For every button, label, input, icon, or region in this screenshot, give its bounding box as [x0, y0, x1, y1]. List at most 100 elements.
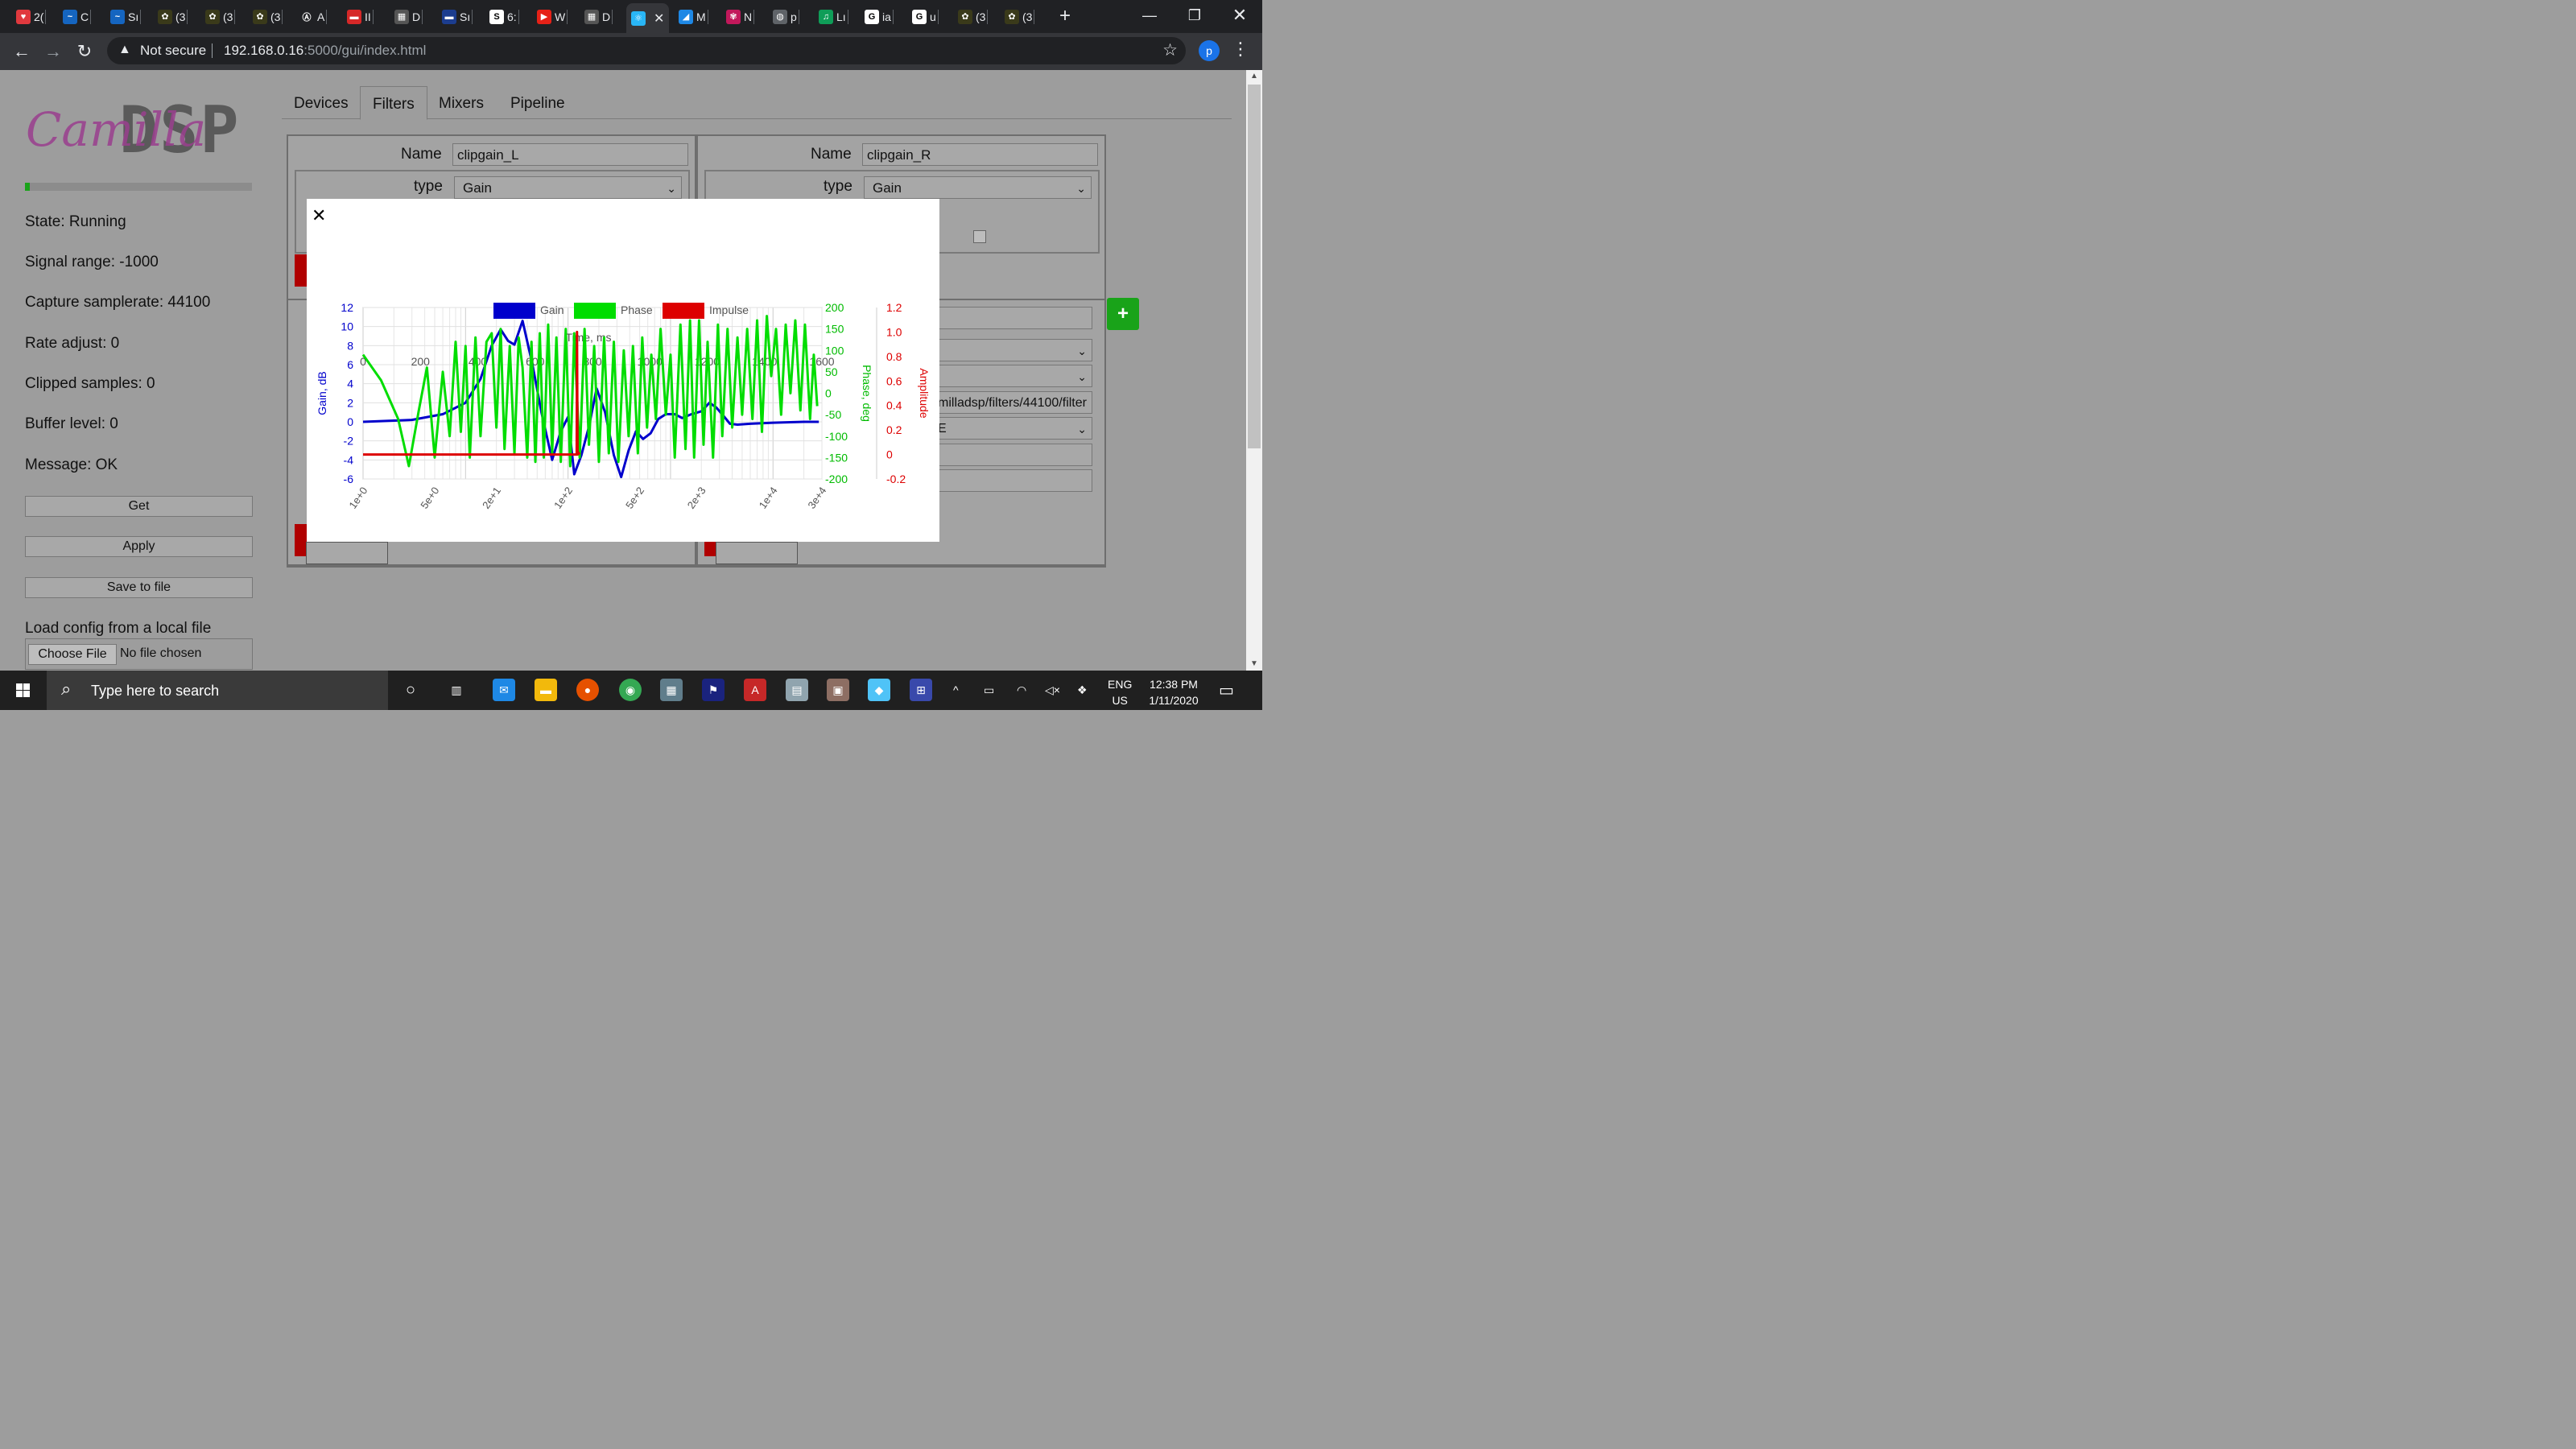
active-tab[interactable]: ⚛ ✕ — [626, 3, 670, 33]
calculator-icon[interactable]: ▦ — [660, 679, 683, 701]
browser-tab[interactable]: ▶ W — [537, 3, 568, 30]
restore-icon[interactable]: ❐ — [1187, 7, 1202, 23]
system-clock[interactable]: 12:38 PM 1/11/2020 — [1149, 678, 1199, 707]
right-select-2[interactable]: ⌄ — [935, 365, 1092, 387]
network-app-icon[interactable]: ⊞ — [910, 679, 932, 701]
filter-name-input[interactable]: clipgain_L — [452, 143, 688, 166]
file-explorer-icon[interactable]: ▬ — [535, 679, 557, 701]
tab-title: N — [744, 10, 753, 23]
minimize-icon[interactable]: — — [1142, 7, 1157, 23]
browser-tab[interactable]: ♥ 2( — [16, 3, 47, 30]
app-icon-2[interactable]: ▤ — [786, 679, 808, 701]
filter-name-input-right[interactable]: clipgain_R — [862, 143, 1098, 166]
new-tab-button[interactable]: + — [1059, 5, 1071, 27]
scroll-up-icon[interactable]: ▲ — [1250, 72, 1258, 80]
app-icon-3[interactable]: ▣ — [827, 679, 849, 701]
omnibox[interactable]: ▲ Not secure 192.168.0.16:5000/gui/index… — [107, 37, 1186, 64]
language-indicator[interactable]: ENG US — [1108, 678, 1133, 707]
browser-tab[interactable]: ✿ (3 — [205, 3, 236, 30]
choose-file-button[interactable]: Choose File — [28, 644, 117, 665]
volume-muted-icon[interactable]: ◁× — [1045, 683, 1060, 696]
right-select-1[interactable]: ⌄ — [935, 339, 1092, 361]
file-input[interactable]: Choose File No file chosen — [25, 638, 253, 670]
browser-tab[interactable]: ▦ D — [394, 3, 423, 30]
chrome-icon[interactable]: ◉ — [619, 679, 642, 701]
filter-checkbox[interactable] — [973, 230, 986, 243]
windows-start-icon[interactable] — [0, 671, 47, 710]
bookmark-star-icon[interactable]: ☆ — [1162, 41, 1178, 60]
plot-button-right[interactable] — [716, 542, 798, 564]
warning-icon[interactable]: ▲ — [118, 43, 131, 56]
task-view-icon[interactable]: ▥ — [451, 683, 462, 696]
taskbar-search[interactable]: ⌕ Type here to search — [47, 671, 388, 710]
save-to-file-button[interactable]: Save to file — [25, 577, 253, 598]
firefox-icon[interactable]: ● — [576, 679, 599, 701]
page-scrollbar[interactable]: ▲ ▼ — [1246, 70, 1262, 671]
notification-icon[interactable]: ▭ — [1219, 682, 1234, 700]
add-filter-button[interactable]: + — [1107, 298, 1139, 330]
browser-tab[interactable]: Ⓐ A — [299, 3, 328, 30]
format-select[interactable]: E ⌄ — [935, 417, 1092, 440]
tab-title: D — [602, 10, 611, 23]
tab-close-icon[interactable]: ✕ — [654, 11, 665, 26]
right-field-3[interactable] — [935, 469, 1092, 492]
right-field-1[interactable] — [935, 307, 1092, 329]
browser-tab[interactable]: ✿ (3 — [1005, 3, 1035, 30]
browser-tab[interactable]: S 6: — [489, 3, 519, 30]
mail-icon[interactable]: ✉ — [493, 679, 515, 701]
tab-favicon-icon: S — [489, 9, 504, 24]
browser-tab[interactable]: ▬ II — [347, 3, 374, 30]
browser-tab[interactable]: ▦ D — [584, 3, 613, 30]
tab-devices[interactable]: Devices — [294, 95, 349, 112]
tab-favicon-icon: ♥ — [16, 9, 31, 24]
get-button[interactable]: Get — [25, 496, 253, 517]
url-text[interactable]: 192.168.0.16:5000/gui/index.html — [224, 43, 427, 58]
app-icon-4[interactable]: ◆ — [868, 679, 890, 701]
close-icon[interactable]: ✕ — [312, 205, 327, 225]
browser-tab[interactable]: ✿ (3 — [253, 3, 283, 30]
gain-tick-label: 0 — [347, 415, 353, 428]
menu-kebab-icon[interactable]: ⋮ — [1232, 39, 1249, 59]
scroll-thumb[interactable] — [1248, 85, 1261, 448]
tab-mixers[interactable]: Mixers — [439, 95, 484, 112]
filename-input[interactable]: milladsp/filters/44100/filter — [935, 391, 1092, 414]
chevron-down-icon: ⌄ — [1076, 182, 1086, 195]
app-icon-1[interactable]: ⚑ — [702, 679, 724, 701]
dropbox-icon[interactable]: ❖ — [1077, 683, 1088, 696]
back-icon[interactable]: ← — [13, 41, 31, 61]
scroll-down-icon[interactable]: ▼ — [1250, 659, 1258, 668]
status-line: Rate adjust: 0 — [25, 335, 120, 352]
filter-type-select[interactable]: Gain ⌄ — [454, 176, 682, 199]
forward-icon[interactable]: → — [44, 41, 62, 61]
wifi-icon[interactable]: ◠ — [1017, 683, 1027, 696]
filter-type-select-right[interactable]: Gain ⌄ — [864, 176, 1092, 199]
browser-tab[interactable]: ✿ (3 — [158, 3, 188, 30]
acrobat-icon[interactable]: A — [744, 679, 766, 701]
browser-tab[interactable]: ~ Sı — [110, 3, 142, 30]
browser-tab[interactable]: ✿ (3 — [958, 3, 989, 30]
tab-pipeline[interactable]: Pipeline — [510, 95, 565, 112]
logo-camilla: Camilla — [26, 102, 207, 157]
security-indicator[interactable]: Not secure — [140, 43, 207, 58]
browser-tab[interactable]: ~ C — [63, 3, 92, 30]
tab-separator — [140, 10, 142, 24]
browser-tab[interactable]: ♫ Lı — [819, 3, 848, 30]
plot-button-left[interactable] — [306, 542, 388, 564]
tab-title: D — [412, 10, 421, 23]
reload-icon[interactable]: ↻ — [76, 41, 93, 61]
apply-button[interactable]: Apply — [25, 536, 253, 557]
close-window-icon[interactable]: ✕ — [1232, 5, 1248, 25]
right-field-2[interactable] — [935, 444, 1092, 466]
cortana-icon[interactable]: ○ — [405, 681, 416, 699]
profile-avatar[interactable]: p — [1199, 40, 1220, 61]
tab-filters[interactable]: Filters — [360, 86, 427, 120]
browser-tab[interactable]: ◍ p — [773, 3, 799, 30]
search-input[interactable]: Type here to search — [91, 683, 220, 699]
browser-tab[interactable]: ▬ Sı — [442, 3, 473, 30]
browser-tab[interactable]: ✾ N — [726, 3, 755, 30]
browser-tab[interactable]: ◢ M — [679, 3, 708, 30]
battery-icon[interactable]: ▭ — [984, 683, 995, 696]
tray-chevron-icon[interactable]: ^ — [953, 683, 959, 696]
